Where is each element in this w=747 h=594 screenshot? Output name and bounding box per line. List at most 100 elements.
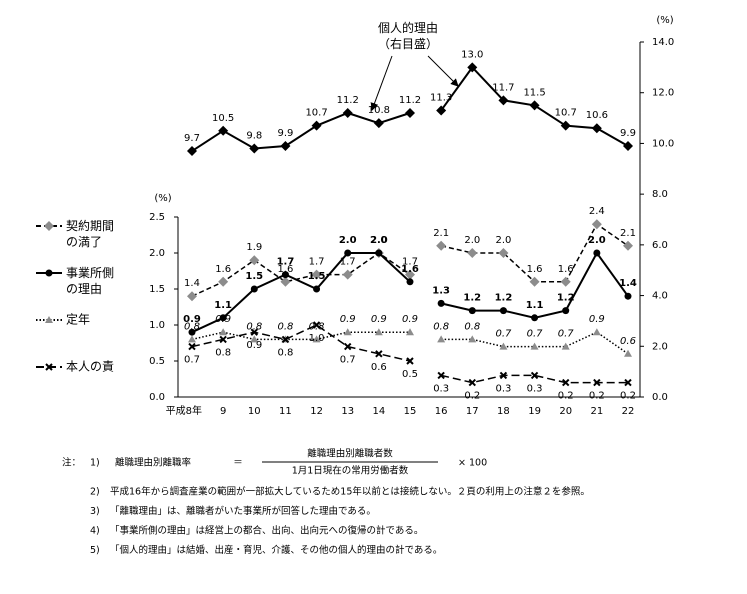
value-label: 2.1 xyxy=(433,228,449,239)
value-label: 1.6 xyxy=(215,264,231,275)
value-label: 2.0 xyxy=(464,235,480,246)
series: 9.7 10.5 9.8 9.9 10.7 11.2 10.8 11.2 11.3 13.0 11.… xyxy=(184,49,636,157)
value-label: 1.4 xyxy=(184,278,200,289)
value-label: 1.6 xyxy=(401,264,419,275)
x-tick-label: 11 xyxy=(279,406,292,417)
marker xyxy=(499,371,508,380)
value-label: 9.8 xyxy=(246,131,262,142)
y2-axis-unit: (%) xyxy=(656,15,673,26)
x-tick-label: 16 xyxy=(435,406,448,417)
value-label: 0.8 xyxy=(464,321,480,332)
value-label: 0.5 xyxy=(402,369,418,380)
marker xyxy=(45,269,53,277)
line xyxy=(191,111,411,152)
marker xyxy=(624,292,632,300)
marker xyxy=(342,108,353,118)
marker xyxy=(498,248,509,258)
series: 1.41.61.91.61.7 1.72.01.72.12.0 2.01.6 1.62… xyxy=(184,206,636,302)
value-label: 1.5 xyxy=(245,271,263,282)
value-label: 11.5 xyxy=(523,87,545,98)
value-label: 1.2 xyxy=(557,293,575,304)
x-tick-label: 12 xyxy=(310,406,323,417)
y2-tick-label: 10.0 xyxy=(652,138,674,149)
marker xyxy=(219,328,228,336)
y-tick-label: 1.0 xyxy=(149,320,165,331)
value-label: 0.7 xyxy=(527,329,544,340)
marker xyxy=(188,335,196,343)
marker xyxy=(249,143,260,154)
value-label: 0.8 xyxy=(433,321,449,332)
value-label: 11.7 xyxy=(492,82,514,93)
y2-tick-label: 0.0 xyxy=(652,392,668,403)
marker xyxy=(342,269,353,280)
marker xyxy=(560,120,571,131)
marker xyxy=(529,100,540,111)
value-label: 0.8 xyxy=(309,321,325,332)
marker xyxy=(406,278,414,286)
marker xyxy=(499,307,507,315)
marker xyxy=(373,118,384,129)
annotation-arrow xyxy=(427,55,459,87)
value-label: 0.8 xyxy=(246,321,262,332)
series: 0.70.80.90.81.00.70.60.50.30.20.3 0.30.2 0… xyxy=(184,321,636,402)
note-text: 平成16年から調査産業の範囲が一部拡大しているため15年以前とは接続しない。２頁… xyxy=(110,486,590,498)
value-label: 1.6 xyxy=(527,264,543,275)
value-label: 0.8 xyxy=(277,321,293,332)
value-label: 11.2 xyxy=(399,95,421,106)
marker xyxy=(562,307,570,315)
value-label: 0.8 xyxy=(184,321,200,332)
annotation: 個人的理由（右目盛） xyxy=(378,20,438,51)
x-tick-label: 20 xyxy=(559,406,572,417)
x-tick-label: 17 xyxy=(466,406,479,417)
marker xyxy=(624,349,632,357)
marker xyxy=(311,269,322,280)
value-label: 2.1 xyxy=(620,228,636,239)
marker xyxy=(281,335,290,344)
value-label: 11.3 xyxy=(430,92,452,103)
marker xyxy=(219,335,227,344)
legend-label: 本人の責 xyxy=(66,360,114,374)
note-number: 3) xyxy=(90,506,100,517)
y2-tick-label: 4.0 xyxy=(652,291,668,302)
value-label: 0.9 xyxy=(589,314,605,325)
marker xyxy=(591,219,602,230)
y2-tick-label: 6.0 xyxy=(652,240,668,251)
marker xyxy=(344,249,352,257)
notes: 注： 1) 離職理由別離職率 ＝ 離職理由別離職者数 1月1日現在の常用労働者数… xyxy=(62,448,590,557)
marker xyxy=(250,285,258,293)
marker xyxy=(436,240,447,251)
value-label: 0.3 xyxy=(527,383,543,394)
note-number: 1) xyxy=(90,458,100,469)
value-label: 1.6 xyxy=(277,264,293,275)
marker xyxy=(437,335,446,343)
marker xyxy=(436,105,447,116)
marker xyxy=(405,108,415,118)
value-label: 0.9 xyxy=(215,314,231,325)
y-tick-label: 0.0 xyxy=(149,392,165,403)
value-label: 1.5 xyxy=(308,271,326,282)
value-label: 1.6 xyxy=(558,264,574,275)
value-label: 1.1 xyxy=(214,300,232,311)
marker xyxy=(530,371,539,380)
marker xyxy=(311,120,322,131)
value-label: 1.7 xyxy=(277,257,295,268)
value-label: 0.2 xyxy=(558,391,574,402)
marker xyxy=(592,328,601,336)
legend-label: 契約期間の満了 xyxy=(66,218,114,249)
value-label: 2.4 xyxy=(589,206,605,217)
value-label: 0.7 xyxy=(340,355,356,366)
marker xyxy=(467,62,478,73)
value-label: 1.2 xyxy=(463,293,481,304)
marker xyxy=(374,328,383,336)
marker xyxy=(45,363,53,371)
marker xyxy=(531,314,539,322)
value-label: 0.9 xyxy=(246,340,262,351)
marker xyxy=(188,342,196,351)
marker xyxy=(343,328,352,336)
value-label: 0.7 xyxy=(184,355,200,366)
value-label: 10.8 xyxy=(368,105,390,116)
marker xyxy=(499,342,508,350)
marker xyxy=(280,276,291,287)
note-text: 「離職理由」は、離職者がいた事業所が回答した理由である。 xyxy=(110,505,376,517)
value-label: 10.7 xyxy=(305,108,327,119)
